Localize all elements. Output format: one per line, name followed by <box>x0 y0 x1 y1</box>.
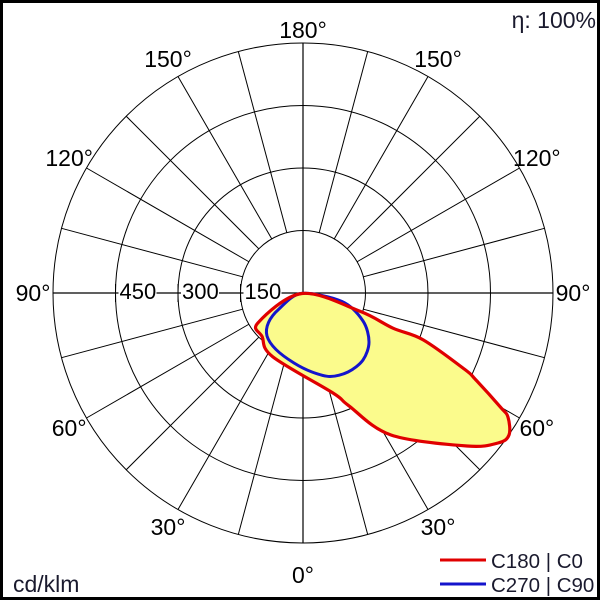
svg-text:90°: 90° <box>556 280 591 306</box>
svg-text:60°: 60° <box>52 415 87 441</box>
svg-text:180°: 180° <box>279 17 327 43</box>
svg-text:150°: 150° <box>414 46 462 72</box>
svg-text:120°: 120° <box>45 145 93 171</box>
svg-text:90°: 90° <box>16 280 51 306</box>
svg-text:120°: 120° <box>513 145 561 171</box>
svg-text:C270 | C90: C270 | C90 <box>491 574 594 597</box>
svg-text:300: 300 <box>182 279 219 304</box>
svg-text:60°: 60° <box>519 415 554 441</box>
svg-text:150°: 150° <box>144 46 192 72</box>
svg-text:30°: 30° <box>151 514 186 540</box>
svg-text:150: 150 <box>245 279 282 304</box>
svg-text:30°: 30° <box>421 514 456 540</box>
svg-text:cd/klm: cd/klm <box>13 571 79 597</box>
svg-text:0°: 0° <box>292 562 314 588</box>
svg-text:C180 | C0: C180 | C0 <box>491 550 583 573</box>
svg-text:450: 450 <box>120 279 157 304</box>
svg-text:η: 100%: η: 100% <box>512 7 596 33</box>
